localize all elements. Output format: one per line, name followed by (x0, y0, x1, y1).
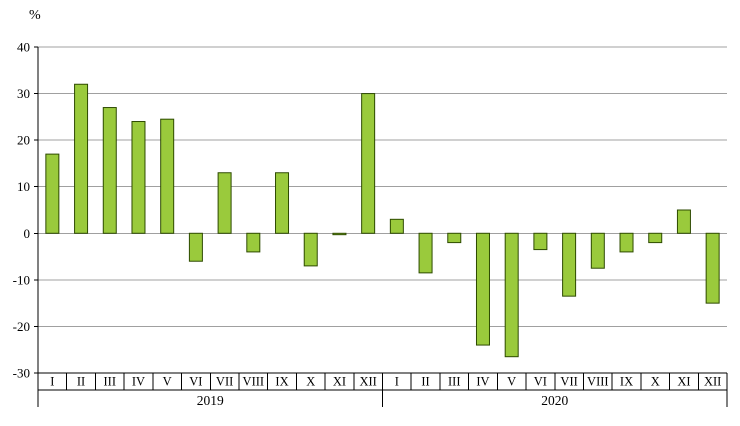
bar-2019-I (45, 153, 60, 234)
y-axis-label: 0 (24, 226, 31, 241)
x-category-label: VII (216, 375, 233, 389)
bar-2019-II (74, 83, 89, 234)
year-label: 2020 (541, 393, 568, 408)
y-axis-label: 20 (17, 133, 30, 148)
x-category-label: XI (677, 375, 690, 389)
bar-2020-III (447, 232, 462, 244)
x-category-label: II (77, 375, 85, 389)
x-category-label: IV (132, 375, 145, 389)
x-category-label: IV (476, 375, 489, 389)
bar-2020-IX (619, 232, 634, 253)
bar-2020-VI (533, 232, 548, 251)
bar-2019-IX (275, 172, 290, 234)
bar-2019-VIII (246, 232, 261, 253)
y-axis-label: -10 (13, 272, 30, 287)
bar-2020-IV (475, 232, 490, 346)
year-label: 2019 (197, 393, 224, 408)
x-category-label: V (507, 375, 516, 389)
x-category-label: III (448, 375, 461, 389)
bar-2020-II (418, 232, 433, 274)
x-category-label: VI (189, 375, 202, 389)
x-category-label: X (651, 375, 660, 389)
x-category-label: VIII (243, 375, 265, 389)
x-category-label: XI (333, 375, 346, 389)
bar-2019-X (303, 232, 318, 267)
bar-2020-I (389, 218, 404, 234)
bar-2019-XII (361, 93, 376, 234)
y-axis-unit-label: % (29, 8, 41, 23)
bar-2020-XI (676, 209, 691, 234)
x-category-label: IX (620, 375, 633, 389)
x-category-label: III (104, 375, 117, 389)
bar-2020-VII (562, 232, 577, 297)
bar-2020-VIII (590, 232, 605, 269)
x-category-label: VIII (587, 375, 609, 389)
bar-2019-XI (332, 232, 347, 236)
x-category-label: I (50, 375, 54, 389)
x-category-label: V (163, 375, 172, 389)
bar-2020-XII (705, 232, 720, 304)
y-axis-label: -30 (13, 366, 30, 381)
y-axis-label: 10 (17, 179, 30, 194)
x-category-label: X (306, 375, 315, 389)
bar-2019-V (160, 118, 175, 234)
bar-2020-X (648, 232, 663, 244)
y-axis-label: -20 (13, 319, 30, 334)
bar-2019-VII (217, 172, 232, 234)
x-category-label: XII (359, 375, 376, 389)
bar-2019-VI (188, 232, 203, 262)
x-category-label: VI (534, 375, 547, 389)
x-category-label: VII (560, 375, 577, 389)
x-category-label: II (421, 375, 429, 389)
x-category-label: I (395, 375, 399, 389)
bar-2019-IV (131, 121, 146, 234)
bar-2020-V (504, 232, 519, 358)
y-axis-label: 30 (17, 86, 30, 101)
y-axis-label: 40 (17, 40, 30, 55)
bar-2019-III (102, 107, 117, 234)
x-category-label: XII (704, 375, 721, 389)
x-category-label: IX (275, 375, 288, 389)
